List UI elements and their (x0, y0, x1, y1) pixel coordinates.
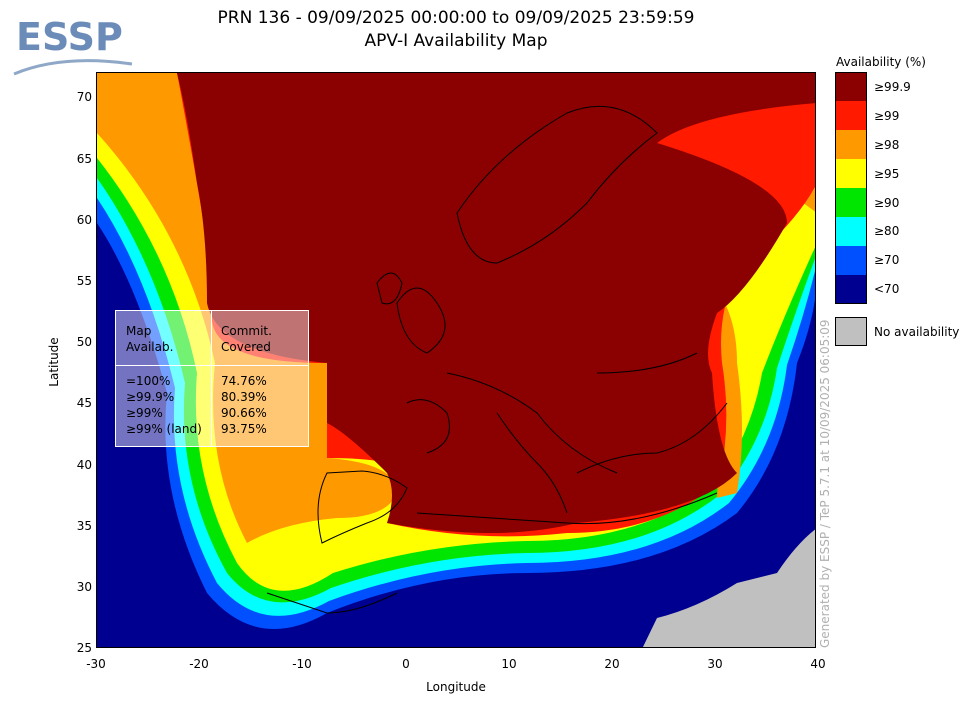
legend-swatch (835, 159, 867, 188)
legend-swatch (835, 72, 867, 101)
y-tick: 45 (76, 396, 92, 410)
legend-label: ≥99 (874, 109, 900, 123)
legend-swatch (835, 101, 867, 130)
y-tick: 30 (76, 580, 92, 594)
y-tick: 70 (76, 90, 92, 104)
stats-header-divider (116, 311, 308, 366)
y-tick: 25 (76, 641, 92, 655)
stats-column-divider (211, 311, 212, 446)
y-tick: 50 (76, 335, 92, 349)
legend-no-availability-label: No availability (874, 325, 960, 339)
x-tick: -20 (189, 657, 209, 671)
stats-col2-header-line1: Commit. (221, 324, 272, 338)
legend-label: ≥99.9 (874, 80, 911, 94)
legend-no-availability-swatch (835, 317, 867, 346)
stats-covered: 90.66% (221, 406, 267, 420)
stats-level: ≥99.9% (126, 390, 175, 404)
x-tick: 40 (810, 657, 826, 671)
legend-color-bar (835, 72, 867, 304)
legend-label: ≥70 (874, 253, 900, 267)
coverage-stats-table: Map Availab. Commit. Covered =100% 74.76… (115, 310, 309, 447)
x-axis-label: Longitude (426, 680, 486, 694)
x-tick: 0 (402, 657, 410, 671)
stats-covered: 74.76% (221, 374, 267, 388)
stats-col1-header-line1: Map (126, 324, 152, 338)
x-tick: -30 (86, 657, 106, 671)
legend-swatch (835, 188, 867, 217)
legend-swatch (835, 217, 867, 246)
legend-swatch (835, 246, 867, 275)
legend-swatch (835, 275, 867, 304)
legend-label: <70 (874, 282, 900, 296)
y-tick: 55 (76, 274, 92, 288)
y-tick: 35 (76, 519, 92, 533)
legend-swatch (835, 130, 867, 159)
x-tick: 10 (501, 657, 517, 671)
x-tick: -10 (292, 657, 312, 671)
legend-label: ≥98 (874, 138, 900, 152)
y-tick: 40 (76, 458, 92, 472)
stats-col1-header-line2: Availab. (126, 340, 174, 354)
stats-covered: 93.75% (221, 422, 267, 436)
stats-level: ≥99% (126, 406, 163, 420)
generated-by-credit: Generated by ESSP / TeP 5.7.1 at 10/09/2… (818, 319, 832, 648)
y-tick: 65 (76, 152, 92, 166)
x-tick: 20 (604, 657, 620, 671)
chart-subtitle: APV-I Availability Map (364, 31, 548, 51)
stats-level: ≥99% (land) (126, 422, 202, 436)
stats-covered: 80.39% (221, 390, 267, 404)
x-tick: 30 (707, 657, 723, 671)
legend-title: Availability (%) (836, 55, 926, 69)
availability-map (96, 72, 816, 648)
stats-level: =100% (126, 374, 171, 388)
chart-title: PRN 136 - 09/09/2025 00:00:00 to 09/09/2… (217, 8, 695, 28)
svg-text:ESSP: ESSP (16, 15, 123, 59)
y-axis-label: Latitude (47, 337, 61, 387)
legend-label: ≥80 (874, 224, 900, 238)
stats-col2-header-line2: Covered (221, 340, 271, 354)
legend-label: ≥95 (874, 167, 900, 181)
essp-logo: ESSP (12, 12, 142, 80)
y-tick: 60 (76, 213, 92, 227)
legend-label: ≥90 (874, 196, 900, 210)
